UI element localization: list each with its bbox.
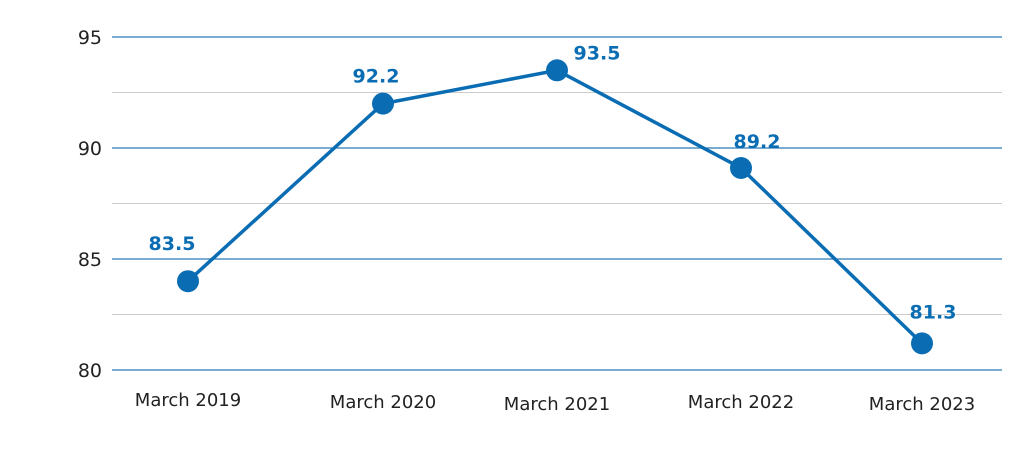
grid-lines [112, 36, 1002, 371]
data-point [177, 270, 199, 293]
data-labels: 83.5 92.2 93.5 89.2 81.3 [149, 42, 957, 323]
data-point [372, 92, 394, 115]
x-category-label: March 2020 [330, 392, 436, 413]
data-label: 92.2 [353, 66, 400, 88]
x-category-label: March 2022 [688, 392, 794, 413]
y-tick-label: 85 [78, 249, 102, 271]
data-label: 89.2 [734, 131, 781, 153]
data-label: 93.5 [574, 42, 621, 64]
data-point [730, 156, 752, 179]
x-category-label: March 2019 [135, 390, 241, 411]
series-line-path [186, 68, 924, 345]
y-tick-label: 90 [78, 138, 102, 160]
x-axis-categories: March 2019 March 2020 March 2021 March 2022… [135, 390, 975, 415]
data-points [177, 59, 933, 355]
y-tick-label: 80 [78, 360, 102, 382]
series-line [186, 68, 924, 345]
data-label: 81.3 [910, 301, 957, 323]
data-point [911, 332, 933, 355]
y-axis-ticks: 80 85 90 95 [78, 27, 102, 382]
data-label: 83.5 [149, 233, 196, 255]
data-point [546, 59, 568, 82]
y-tick-label: 95 [78, 27, 102, 49]
x-category-label: March 2023 [869, 394, 975, 415]
x-category-label: March 2021 [504, 394, 610, 415]
